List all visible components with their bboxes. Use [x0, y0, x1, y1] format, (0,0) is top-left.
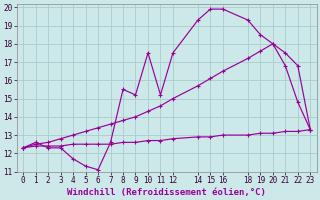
- X-axis label: Windchill (Refroidissement éolien,°C): Windchill (Refroidissement éolien,°C): [67, 188, 266, 197]
